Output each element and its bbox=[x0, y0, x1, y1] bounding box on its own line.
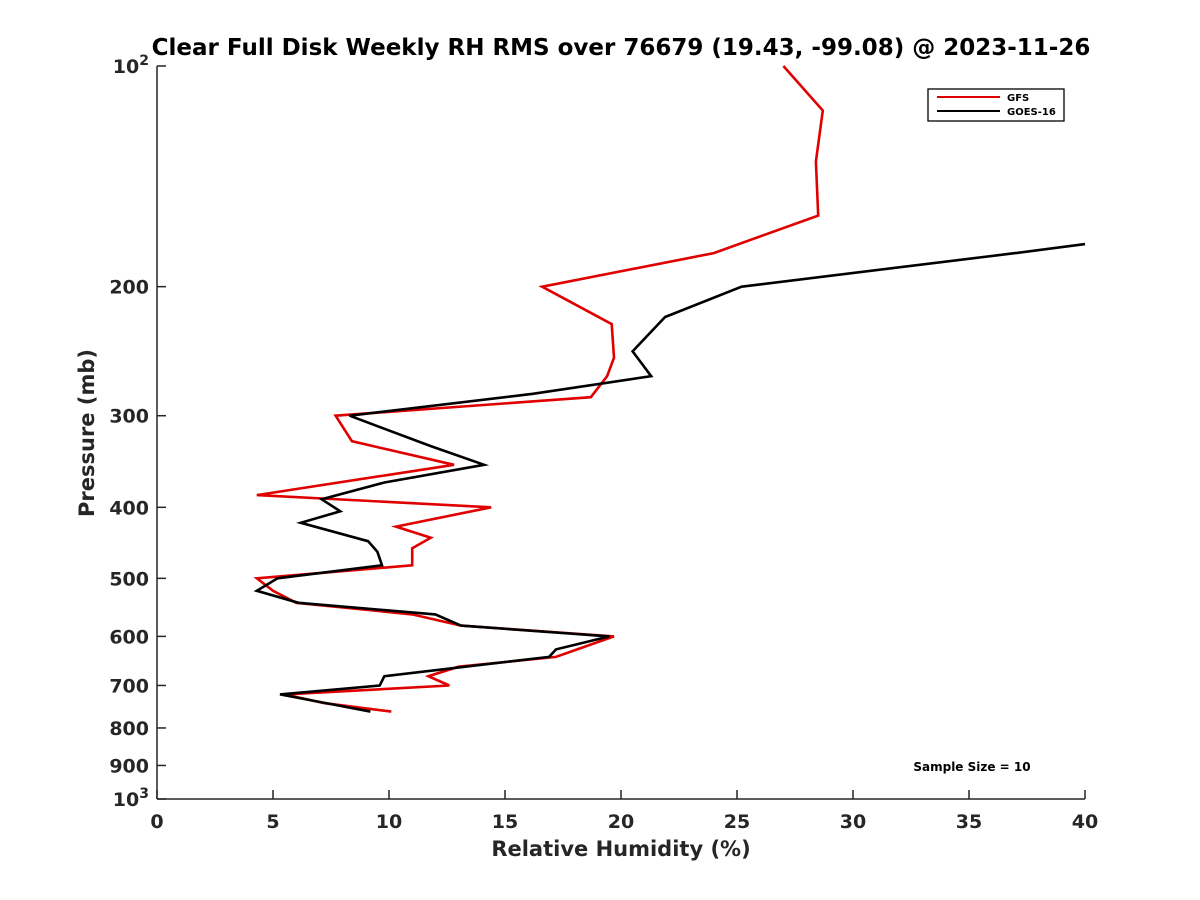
y-tick-label: 103 bbox=[113, 786, 149, 811]
y-tick-label: 300 bbox=[109, 406, 149, 428]
x-tick-label: 35 bbox=[956, 811, 982, 833]
x-tick-label: 25 bbox=[724, 811, 750, 833]
x-tick-label: 0 bbox=[150, 811, 163, 833]
y-tick-label: 400 bbox=[109, 497, 149, 519]
y-tick-label: 200 bbox=[109, 277, 149, 299]
x-tick-label: 40 bbox=[1072, 811, 1098, 833]
y-axis-label: Pressure (mb) bbox=[75, 349, 99, 517]
legend-box bbox=[927, 88, 1065, 122]
sample-size-annotation: Sample Size = 10 bbox=[913, 760, 1030, 774]
series-line-goes16 bbox=[253, 242, 1086, 713]
x-tick-label: 15 bbox=[492, 811, 518, 833]
y-tick-label: 102 bbox=[113, 53, 149, 78]
legend-label-goes16: GOES-16 bbox=[1007, 107, 1056, 118]
series-line-gfs bbox=[253, 65, 825, 713]
y-tick-label: 900 bbox=[109, 755, 149, 777]
legend-label-gfs: GFS bbox=[1007, 93, 1029, 104]
y-tick-label: 800 bbox=[109, 718, 149, 740]
x-axis-label: Relative Humidity (%) bbox=[491, 837, 750, 861]
x-tick-label: 30 bbox=[840, 811, 866, 833]
y-tick-label: 600 bbox=[109, 626, 149, 648]
axes-layer: 0 5 10 15 20 25 30 35 40 102 200 300 400 500 600 700 800… bbox=[109, 53, 1098, 833]
x-tick-label: 20 bbox=[608, 811, 634, 833]
chart-title: Clear Full Disk Weekly RH RMS over 76679… bbox=[152, 35, 1091, 61]
y-tick-label: 700 bbox=[109, 675, 149, 697]
series-layer bbox=[253, 65, 1086, 713]
y-tick-label: 500 bbox=[109, 568, 149, 590]
x-tick-label: 10 bbox=[376, 811, 402, 833]
legend: GFS GOES-16 bbox=[927, 88, 1065, 122]
x-tick-label: 5 bbox=[266, 811, 279, 833]
